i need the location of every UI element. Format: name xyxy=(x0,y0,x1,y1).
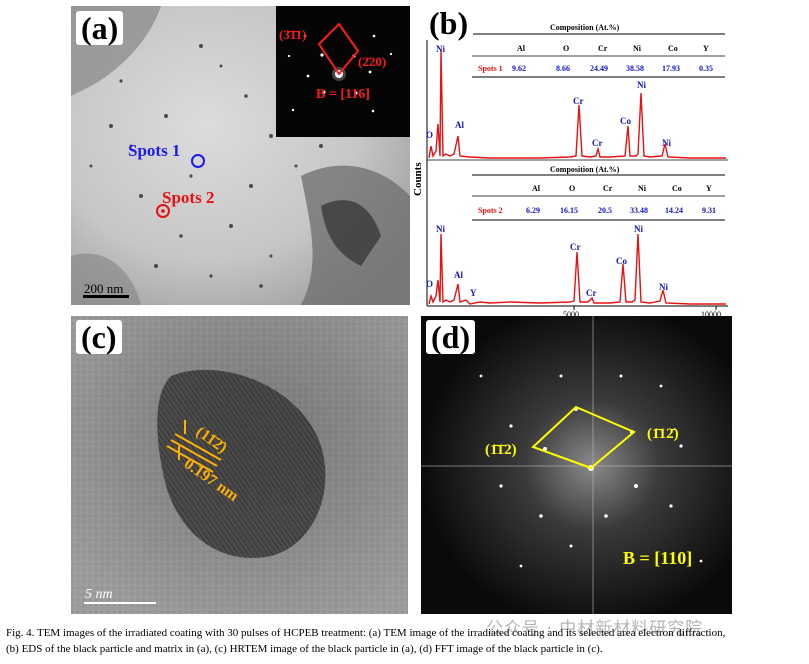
lattice-spacing-marker xyxy=(166,420,222,473)
svg-text:0.35: 0.35 xyxy=(699,64,713,73)
svg-text:Y: Y xyxy=(706,184,712,193)
svg-text:Co: Co xyxy=(668,44,678,53)
svg-text:Ni: Ni xyxy=(659,282,668,292)
spot1-label: Spots 1 xyxy=(128,141,180,160)
hrtem-micrograph: (11̄2̄) 0.197 nm 5 nm xyxy=(71,316,408,614)
panel-c-hrtem-image: (11̄2̄) 0.197 nm 5 nm (c) xyxy=(71,316,408,614)
spot2-marker xyxy=(156,204,170,218)
svg-text:38.58: 38.58 xyxy=(626,64,644,73)
svg-text:16.15: 16.15 xyxy=(560,206,578,215)
svg-text:Cr: Cr xyxy=(570,242,581,252)
svg-text:Cr: Cr xyxy=(586,288,597,298)
svg-text:Ni: Ni xyxy=(637,80,646,90)
svg-text:Ni: Ni xyxy=(633,44,642,53)
saed-plane-1: (3̄1̄1) xyxy=(279,27,306,42)
eds-plot: Counts 5000 10000 O Ni Al Cr Cr Co Ni Ni… xyxy=(410,6,730,318)
saed-inset: (3̄1̄1) (2̄20) B = [116] xyxy=(276,6,410,137)
composition-table-2: Composition (At.%) Al O Cr Ni Co Y Spots… xyxy=(472,165,725,221)
composition-table-1: Composition (At.%) Al O Cr Ni Co Y Spots… xyxy=(472,23,725,78)
spectrum-2-peak-labels: O Ni Al Y Cr Cr Co Ni Ni xyxy=(426,224,668,298)
spectrum-1 xyxy=(428,49,726,159)
svg-text:Spots 2: Spots 2 xyxy=(478,206,503,215)
scalebar-label: 5 nm xyxy=(85,587,113,602)
spot1-marker xyxy=(191,154,205,168)
svg-text:Ni: Ni xyxy=(634,224,643,234)
panel-a-tem-image: 200 nm Spots 1 Spots 2 (3̄1̄1) (2̄20) B … xyxy=(71,6,410,305)
svg-text:Cr: Cr xyxy=(603,184,613,193)
svg-text:Al: Al xyxy=(455,120,464,130)
svg-text:Ni: Ni xyxy=(436,44,445,54)
tem-micrograph: 200 nm Spots 1 Spots 2 (3̄1̄1) (2̄20) B … xyxy=(71,6,410,305)
plane-right-label: (1̄12̄) xyxy=(647,426,679,442)
spot2-label: Spots 2 xyxy=(162,188,214,207)
xtick-5000: 5000 xyxy=(563,310,579,318)
svg-text:Spots 1: Spots 1 xyxy=(478,64,503,73)
svg-text:O: O xyxy=(426,279,433,289)
xtick-10000: 10000 xyxy=(701,310,721,318)
panel-c-label: (c) xyxy=(76,320,122,354)
svg-text:20.5: 20.5 xyxy=(598,206,612,215)
zone-axis-label: B = [110] xyxy=(623,548,692,568)
watermark: 公众号 · 中材新材料研究院 xyxy=(486,619,704,639)
svg-text:Ni: Ni xyxy=(638,184,647,193)
saed-zone-axis: B = [116] xyxy=(316,87,370,102)
svg-text:O: O xyxy=(569,184,575,193)
svg-text:Co: Co xyxy=(616,256,627,266)
spectrum-2 xyxy=(428,233,726,305)
svg-text:Ni: Ni xyxy=(662,138,671,148)
panel-d-fft-image: (1̄1̄2) (1̄12̄) B = [110] (d) xyxy=(421,316,732,614)
svg-text:Co: Co xyxy=(620,116,631,126)
saed-plane-2: (2̄20) xyxy=(358,54,386,69)
fft-pattern: (1̄1̄2) (1̄12̄) B = [110] xyxy=(421,316,732,614)
panel-b-label: (b) xyxy=(424,6,474,40)
figure-caption: Fig. 4. TEM images of the irradiated coa… xyxy=(6,625,806,657)
panel-d-label: (d) xyxy=(426,320,476,354)
plane-left-label: (1̄1̄2) xyxy=(485,442,517,458)
svg-text:Co: Co xyxy=(672,184,682,193)
svg-text:Composition (At.%): Composition (At.%) xyxy=(550,23,620,32)
fft-unit-cell xyxy=(531,405,636,470)
svg-text:Ni: Ni xyxy=(436,224,445,234)
svg-text:8.66: 8.66 xyxy=(556,64,570,73)
ylabel: Counts xyxy=(412,162,424,196)
svg-text:O: O xyxy=(563,44,569,53)
svg-text:Cr: Cr xyxy=(573,96,584,106)
svg-text:Cr: Cr xyxy=(598,44,608,53)
panel-b-eds-spectra: Counts 5000 10000 O Ni Al Cr Cr Co Ni Ni… xyxy=(410,6,730,318)
svg-text:33.48: 33.48 xyxy=(630,206,648,215)
svg-text:Y: Y xyxy=(470,288,477,298)
svg-text:9.62: 9.62 xyxy=(512,64,526,73)
svg-text:Cr: Cr xyxy=(592,138,603,148)
svg-text:Al: Al xyxy=(517,44,526,53)
svg-text:Y: Y xyxy=(703,44,709,53)
caption-line-2: (b) EDS of the black particle and matrix… xyxy=(6,643,603,655)
panel-a-label: (a) xyxy=(76,11,124,45)
svg-text:17.93: 17.93 xyxy=(662,64,680,73)
scalebar-label: 200 nm xyxy=(84,281,123,296)
caption-line-1: Fig. 4. TEM images of the irradiated coa… xyxy=(6,627,726,639)
svg-text:6.29: 6.29 xyxy=(526,206,540,215)
svg-text:Al: Al xyxy=(532,184,541,193)
svg-text:Composition (At.%): Composition (At.%) xyxy=(550,165,620,174)
svg-text:9.31: 9.31 xyxy=(702,206,716,215)
svg-text:14.24: 14.24 xyxy=(665,206,683,215)
svg-text:O: O xyxy=(426,130,433,140)
svg-text:Al: Al xyxy=(454,270,463,280)
spectrum-1-peak-labels: O Ni Al Cr Cr Co Ni Ni xyxy=(426,44,671,148)
svg-text:24.49: 24.49 xyxy=(590,64,608,73)
